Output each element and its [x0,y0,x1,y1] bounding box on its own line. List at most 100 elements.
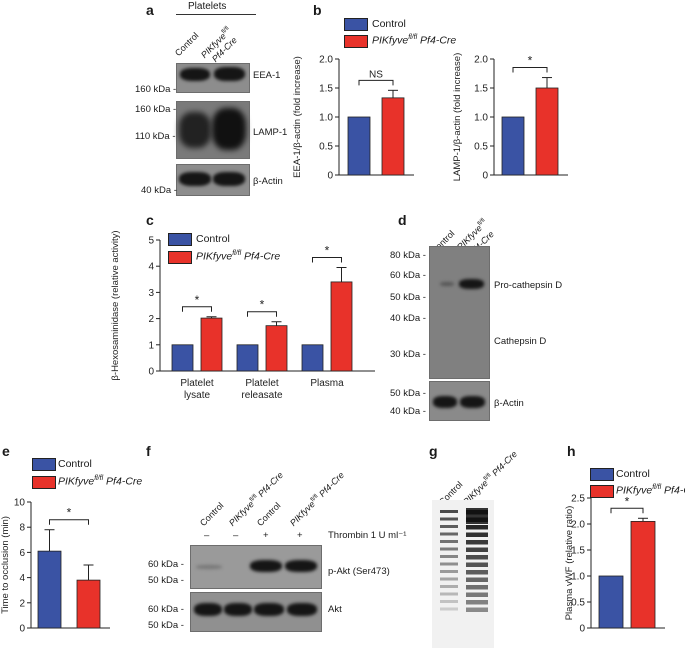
c-category-label: Platelet [180,378,214,389]
h-tick-label: 1.5 [571,546,585,557]
c-bar-2-1 [330,281,353,372]
legend-h-cre-label: PIKfyvefl/fl Pf4-Cre [616,484,685,497]
marker-40-a: 40 kDa - [141,185,177,196]
e-bar-0 [37,550,62,629]
c-category-label: lysate [184,390,211,401]
gel-band-cre [466,525,488,530]
e-sig-bracket [49,519,89,525]
band-lamp1-cre [212,108,246,150]
label-procathepsin: Pro-cathepsin D [494,280,563,291]
gel-band-cre [466,607,488,612]
b2-tick-label: 0.5 [474,142,488,153]
e-tick-label: 8 [19,523,25,534]
gel-band-cre [466,562,488,567]
band-akt-2 [224,603,252,616]
band-akt-1 [194,603,222,616]
b1-bar-0 [347,116,371,176]
c-y-label: β-Hexosaminidase (relative activity) [110,230,121,380]
label-actin-a: β-Actin [253,176,283,187]
panel-c-letter: c [146,212,154,228]
b1-y-label: EEA-1/β-actin (fold increase) [292,56,303,178]
marker-160-lamp1: 160 kDa - [135,104,177,115]
c-bar-1-1 [265,325,288,372]
c-sig-label: * [195,293,200,307]
legend-h-control-swatch [590,468,614,481]
b1-bar-1 [381,97,405,176]
gel-band-cre [466,540,488,545]
panel-b-letter: b [313,2,322,18]
c-tick-label: 4 [148,262,154,273]
h-tick-label: 2.0 [571,520,585,531]
e-tick-label: 10 [14,498,26,509]
legend-b-cre-swatch [344,35,368,48]
b1-tick-label: 1.0 [319,113,333,124]
band-eea1-cre [214,67,245,81]
gel-band-control [440,532,458,536]
blot-cathepsin [429,246,490,379]
label-eea1: EEA-1 [253,70,281,81]
h-tick-label: 1.0 [571,572,585,583]
d-marker-60: 60 kDa - [390,270,426,281]
c-category-label: Platelet [245,378,279,389]
gel-band-control [440,577,458,581]
d-marker-40: 40 kDa - [390,313,426,324]
c-tick-label: 3 [148,288,154,299]
gel-band-cre [466,585,488,590]
label-cathepsin: Cathepsin D [494,336,547,347]
e-tick-label: 0 [19,624,25,635]
thrombin-label: Thrombin 1 U ml⁻¹ [328,530,407,541]
band-akt-4 [287,603,317,616]
h-tick-label: 0.5 [571,598,585,609]
band-pakt-1 [196,565,222,569]
gel-band-control [440,517,458,521]
d-marker-40b: 40 kDa - [390,406,426,417]
label-actin-d: β-Actin [494,398,524,409]
h-y-label: Plasma vWF (relative ratio) [564,506,575,621]
f-sign-3: + [263,530,269,541]
f-marker-50a: 50 kDa - [148,575,184,586]
band-procath-cre [459,279,484,289]
legend-c-control-label: Control [196,233,230,245]
c-category-label: releasate [241,390,283,401]
panel-h-letter: h [567,443,576,459]
b2-sig-bracket [512,67,548,73]
h-bar-1 [630,521,656,629]
legend-e-control-label: Control [58,458,92,470]
panel-a-letter: a [146,2,154,18]
c-tick-label: 1 [148,340,154,351]
gel-vwf-multimers [440,508,488,612]
b2-bar-0 [501,116,525,176]
f-marker-60b: 60 kDa - [148,604,184,615]
gel-band-cre [466,532,488,537]
e-tick-label: 2 [19,598,25,609]
platelets-title: Platelets [188,1,227,12]
b2-bar-1 [535,87,559,176]
c-sig-bracket [247,311,277,317]
e-y-label: Time to occlusion (min) [0,516,11,614]
e-sig-label: * [67,506,72,520]
gel-band-cre [466,555,488,560]
c-bar-0-0 [171,344,194,372]
band-actin-a-control [179,172,211,186]
gel-band-control [440,525,458,528]
gel-band-cre [466,547,488,552]
band-lamp1-control [179,112,211,148]
c-tick-label: 0 [148,367,154,378]
gel-band-control [440,562,458,566]
b1-sig-label: NS [369,69,383,80]
legend-c-cre-swatch [168,251,192,264]
f-sign-4: + [297,530,303,541]
legend-c-cre-label: PIKfyvefl/fl Pf4-Cre [196,250,281,263]
b2-sig-label: * [528,54,533,68]
gel-band-control [440,540,458,543]
panel-g-letter: g [429,443,438,459]
c-sig-bracket [182,306,212,312]
h-tick-label: 2.5 [571,494,585,505]
band-actin-d-control [433,396,457,408]
legend-h-control-label: Control [616,468,650,480]
e-tick-label: 4 [19,573,25,584]
panel-d-letter: d [398,212,407,228]
band-eea1-control [180,68,210,81]
marker-160-eea1: 160 kDa - [135,84,177,95]
gel-band-control [440,600,458,603]
